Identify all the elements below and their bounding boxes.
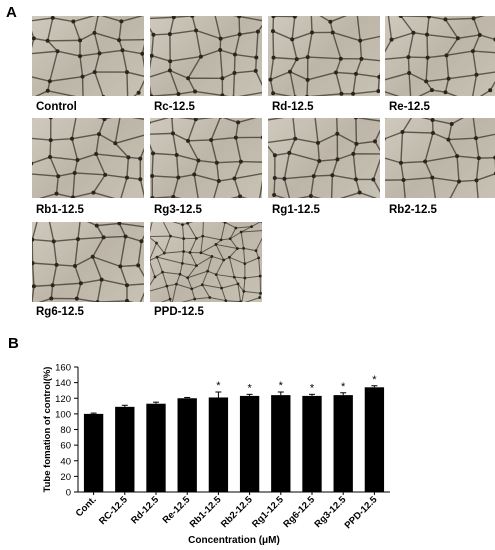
micrograph-image: [268, 118, 380, 198]
micrograph-label: Control: [36, 101, 77, 113]
significance-marker: *: [247, 382, 252, 394]
panel-b-label: B: [8, 335, 19, 352]
micrograph-label: PPD-12.5: [154, 306, 204, 318]
bar: [146, 403, 166, 492]
micrograph-image: [150, 16, 262, 96]
micrograph-image: [150, 222, 262, 302]
y-tick-label: 100: [55, 409, 71, 420]
micrograph-image: [32, 222, 144, 302]
significance-marker: *: [216, 380, 221, 392]
micrograph-label: Rb2-12.5: [389, 204, 437, 216]
y-tick-label: 60: [60, 441, 71, 452]
y-axis-title: Tube fomation of control(%): [42, 367, 53, 493]
micrograph-label: Rg6-12.5: [36, 306, 84, 318]
bar: [302, 395, 322, 492]
bar: [83, 413, 104, 492]
x-tick-label: Rd-12.5: [129, 494, 162, 527]
significance-marker: *: [341, 381, 346, 393]
bar: [333, 395, 353, 492]
micrograph-label: Rg1-12.5: [272, 204, 320, 216]
x-axis-title: Concentration (μM): [188, 535, 280, 546]
y-tick-label: 0: [66, 488, 71, 499]
x-tick-label: Rb1-12.5: [188, 494, 224, 530]
y-tick-label: 20: [60, 472, 71, 483]
micrograph-label: Re-12.5: [389, 101, 430, 113]
micrograph-image: [32, 118, 144, 198]
micrograph-image: [385, 118, 495, 198]
bar: [271, 395, 291, 492]
x-tick-label: Rb2-12.5: [219, 494, 255, 530]
y-tick-label: 140: [55, 378, 71, 389]
panel-a-label: A: [6, 4, 17, 21]
tube-formation-bar-chart: 0 20 40 60 80 100 120 140 160 Cont.RC-12.5 Rd-12.5…: [42, 363, 390, 546]
bar: [239, 395, 260, 492]
x-tick-label: RC-12.5: [97, 494, 130, 527]
micrograph-image: [385, 16, 495, 96]
micrograph-label: Rb1-12.5: [36, 204, 84, 216]
bar: [177, 398, 197, 492]
y-tick-label: 160: [55, 363, 71, 374]
y-tick-label: 120: [55, 394, 71, 405]
bar: [364, 387, 385, 492]
x-tick-label: Cont.: [74, 494, 99, 519]
micrograph-label: Rc-12.5: [154, 101, 195, 113]
x-tick-label: PPD-12.5: [343, 494, 380, 531]
bar: [208, 397, 229, 492]
bar: [115, 406, 135, 492]
y-tick-label: 40: [60, 456, 71, 467]
y-tick-label: 80: [60, 425, 71, 436]
micrograph-image: [268, 16, 380, 96]
x-tick-label: Rg1-12.5: [250, 494, 286, 530]
significance-marker: *: [310, 382, 315, 394]
significance-marker: *: [279, 380, 284, 392]
x-tick-label: Rg6-12.5: [281, 494, 317, 530]
micrograph-image: [32, 16, 144, 96]
micrograph-label: Rd-12.5: [272, 101, 314, 113]
significance-marker: *: [372, 374, 377, 386]
micrograph-image: [150, 118, 262, 198]
micrograph-label: Rg3-12.5: [154, 204, 202, 216]
